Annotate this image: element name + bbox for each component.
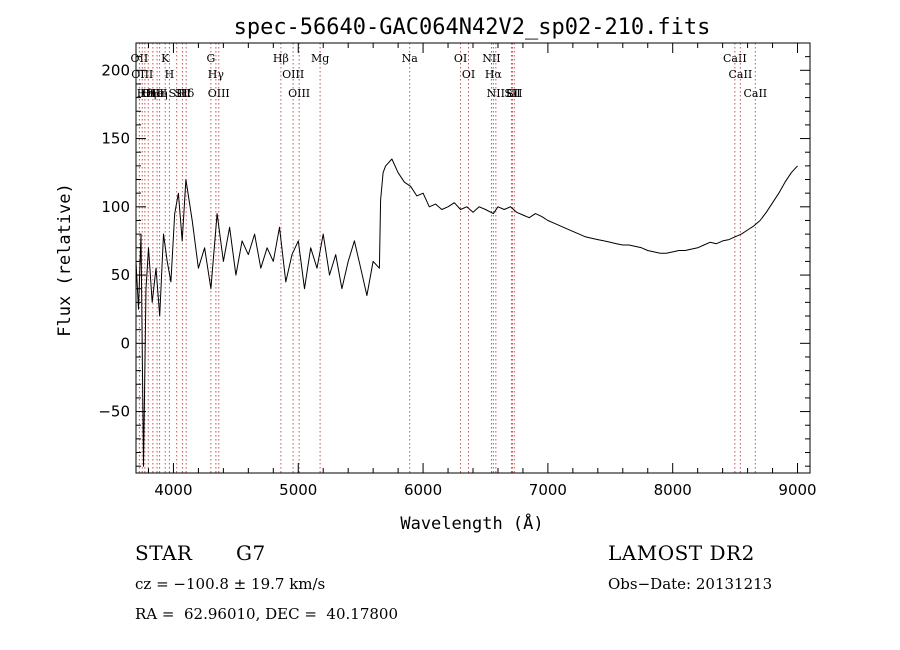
line-label-23: Hα [485,68,503,81]
obs-date: Obs−Date: 20131213 [608,575,773,593]
line-label-25: Li [506,87,517,100]
line-label-8: H [165,68,175,81]
y-tick-label-1: 0 [120,334,130,352]
y-tick-label-0: −50 [98,403,130,421]
line-label-24: NII [487,87,505,100]
x-tick-label-2: 6000 [404,481,442,499]
line-label-18: Mg [311,52,329,65]
plot-frame [135,42,811,474]
x-tick-label-1: 5000 [279,481,317,499]
line-label-4: OIII [142,87,164,100]
line-label-22: NII [482,52,500,65]
line-label-21: OI [462,68,475,81]
line-label-19: Na [402,52,419,65]
line-label-15: Hβ [273,52,289,65]
object-subclass: G7 [236,541,266,565]
survey-name: LAMOST DR2 [608,541,755,565]
spectrum-line [135,158,798,467]
line-label-20: OI [454,52,467,65]
line-label-7: K [161,52,170,65]
line-label-2: Hθ [137,87,154,100]
y-axis-label: Flux (relative) [55,183,75,337]
line-label-5: HeI [147,87,167,100]
spectral-line-markers: OIIOIIIHθHηOIIIHeIHηKHSIISIIHδGHγOIIIHβO… [131,43,767,473]
x-tick-label-4: 8000 [654,481,692,499]
line-label-9: SII [169,87,185,100]
x-axis: 4000 5000 6000 7000 8000 9000 [147,43,817,499]
y-tick-label-2: 50 [111,266,130,284]
line-label-10: SII [174,87,190,100]
line-label-14: OIII [208,87,230,100]
x-tick-label-5: 9000 [778,481,816,499]
line-label-11: Hδ [178,87,195,100]
chart-title: spec-56640-GAC064N42V2_sp02-210.fits [234,15,711,40]
y-tick-label-5: 200 [101,61,130,79]
coordinates: RA = 62.96010, DEC = 40.17800 [135,605,399,623]
line-label-3: Hη [140,87,156,100]
x-tick-label-3: 7000 [529,481,567,499]
line-label-27: SII [506,87,522,100]
line-label-13: Hγ [208,68,225,81]
line-label-29: CaII [729,68,753,81]
line-label-6: Hη [151,87,167,100]
y-tick-label-3: 100 [101,198,130,216]
line-label-12: G [206,52,215,65]
line-label-30: CaII [743,87,767,100]
line-label-28: CaII [723,52,747,65]
line-label-0: OII [131,52,149,65]
y-axis: −50 0 50 100 150 200 [98,56,810,467]
x-axis-label: Wavelength (Å) [400,512,543,534]
y-tick-label-4: 150 [101,130,130,148]
x-tick-label-0: 4000 [154,481,192,499]
line-label-16: OIII [282,68,304,81]
line-label-26: SII [504,87,520,100]
object-type: STAR [135,541,193,565]
line-label-17: OIII [288,87,310,100]
redshift-readout: cz = −100.8 ± 19.7 km/s [135,575,326,593]
spectrum-series [135,158,798,467]
